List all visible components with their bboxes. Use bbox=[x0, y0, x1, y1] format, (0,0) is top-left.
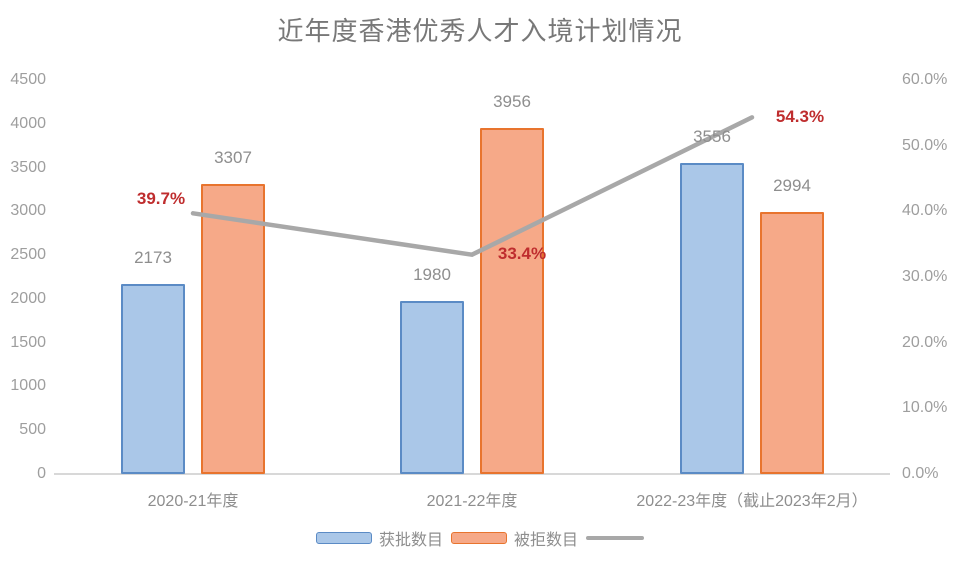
bar-approved bbox=[680, 162, 744, 474]
x-axis-line bbox=[54, 473, 890, 475]
x-category-label: 2022-23年度（截止2023年2月） bbox=[636, 493, 868, 510]
bar-value-label: 3556 bbox=[693, 126, 731, 146]
bar-value-label: 2994 bbox=[773, 175, 811, 195]
pct-label: 33.4% bbox=[497, 243, 547, 263]
bar-approved bbox=[121, 283, 185, 474]
x-category-label: 2021-22年度 bbox=[426, 493, 518, 510]
y-axis-left-tick: 1000 bbox=[10, 377, 46, 395]
legend-item: 被拒数目 bbox=[451, 526, 578, 550]
bar-value-label: 2173 bbox=[134, 247, 172, 267]
legend-item: 获批数目 bbox=[315, 526, 443, 550]
y-axis-right-tick: 20.0% bbox=[902, 333, 948, 351]
y-axis-left-tick: 3000 bbox=[10, 202, 46, 220]
bar-value-label: 3307 bbox=[214, 148, 252, 168]
bar-value-label: 1980 bbox=[413, 264, 451, 284]
bar-value-label: 3956 bbox=[493, 91, 531, 111]
y-axis-left-tick: 3500 bbox=[10, 158, 46, 176]
y-axis-right-tick: 50.0% bbox=[902, 136, 948, 154]
y-axis-left-tick: 4500 bbox=[10, 71, 46, 88]
y-axis-left-tick: 2000 bbox=[10, 289, 46, 307]
legend-swatch-trend bbox=[586, 536, 645, 540]
legend-label: 获批数目 bbox=[378, 532, 443, 549]
y-axis-left-tick: 4000 bbox=[10, 114, 46, 132]
bar-rejected bbox=[760, 211, 824, 474]
bar-rejected bbox=[480, 127, 544, 474]
pct-label: 39.7% bbox=[136, 189, 186, 209]
y-axis-right-tick: 60.0% bbox=[902, 71, 948, 88]
chart-title: 近年度香港优秀人才入境计划情况 bbox=[277, 16, 683, 46]
bar-rejected bbox=[201, 184, 265, 474]
y-axis-right-tick: 40.0% bbox=[902, 202, 948, 220]
y-axis-right-tick: 30.0% bbox=[902, 268, 948, 285]
y-axis-left-tick: 500 bbox=[19, 421, 46, 439]
legend-swatch-approved bbox=[315, 532, 372, 544]
legend-swatch-rejected bbox=[451, 532, 507, 544]
legend-item bbox=[586, 536, 645, 540]
y-axis-left-tick: 2500 bbox=[10, 246, 46, 264]
y-axis-right-tick: 0.0% bbox=[902, 465, 939, 482]
pct-label: 54.3% bbox=[775, 107, 825, 127]
y-axis-left-tick: 1500 bbox=[10, 333, 46, 351]
y-axis-right-tick: 10.0% bbox=[902, 399, 948, 417]
legend: 获批数目 被拒数目 bbox=[0, 526, 960, 550]
x-category-label: 2020-21年度 bbox=[147, 493, 239, 510]
bar-approved bbox=[400, 300, 464, 474]
y-axis-left-tick: 0 bbox=[37, 465, 46, 482]
legend-label: 被拒数目 bbox=[514, 532, 579, 549]
